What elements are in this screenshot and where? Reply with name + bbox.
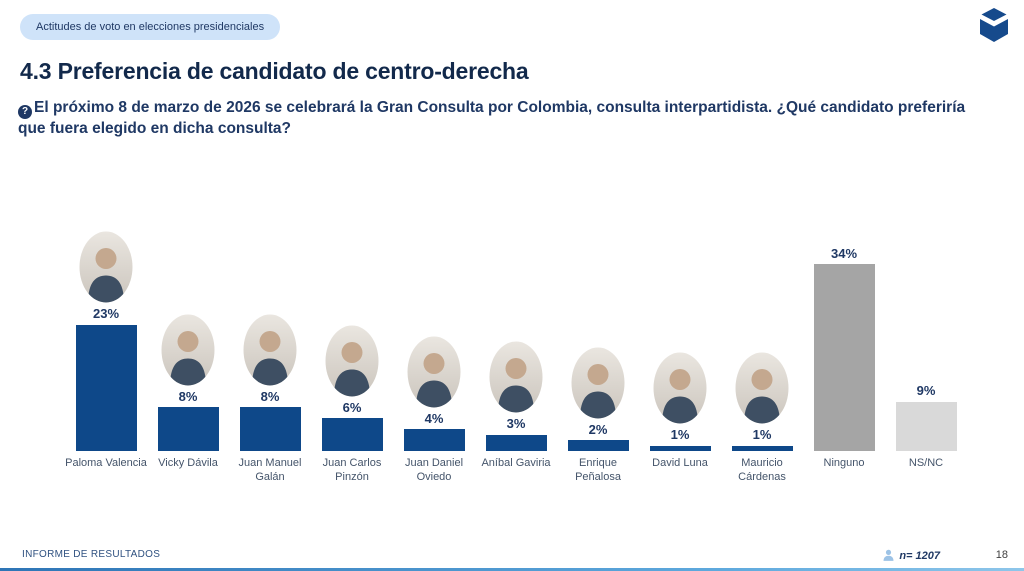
candidate-photo [489, 341, 543, 413]
percent-label: 1% [752, 427, 772, 443]
percent-label: 8% [178, 388, 198, 404]
bar-chart: 23% Paloma Valencia 8% Vicky Dávila 8% Juan M… [65, 218, 967, 483]
sample-size-group: n= 1207 [882, 549, 940, 562]
chart-column: 2% Enrique Peñalosa [557, 218, 639, 483]
bar [895, 401, 957, 451]
chart-column: 34% Ninguno [803, 218, 885, 469]
percent-label: 23% [92, 306, 120, 322]
category-label: Aníbal Gaviria [481, 457, 551, 469]
bar [75, 324, 137, 451]
category-label: Mauricio Cárdenas [738, 457, 786, 483]
page-number: 18 [995, 549, 1008, 561]
page-title: 4.3 Preferencia de candidato de centro-d… [20, 58, 529, 84]
chart-column: 8% Juan Manuel Galán [229, 218, 311, 483]
question-text: El próximo 8 de marzo de 2026 se celebra… [18, 99, 966, 137]
category-label: Juan Daniel Oviedo [404, 457, 464, 483]
percent-label: 8% [260, 388, 280, 404]
bottom-accent-bar [0, 568, 1024, 571]
percent-label: 6% [342, 399, 362, 415]
bar [403, 429, 465, 451]
chart-column: 8% Vicky Dávila [147, 218, 229, 469]
chart-column: 23% Paloma Valencia [65, 218, 147, 469]
bar [157, 407, 219, 451]
category-label: NS/NC [908, 457, 944, 469]
category-label: Juan Manuel Galán [238, 457, 302, 483]
question-block: ? El próximo 8 de marzo de 2026 se celebr… [18, 98, 983, 139]
candidate-photo [325, 325, 379, 397]
candidate-photo [653, 352, 707, 424]
candidate-photo [161, 314, 215, 386]
bar [813, 264, 875, 451]
sample-size: n= 1207 [899, 549, 940, 562]
chart-column: 3% Aníbal Gaviria [475, 218, 557, 469]
cube-logo-icon [980, 8, 1008, 42]
percent-label: 34% [830, 245, 858, 261]
chart-column: 9% NS/NC [885, 218, 967, 469]
percent-label: 9% [916, 383, 936, 399]
chart-column: 1% Mauricio Cárdenas [721, 218, 803, 483]
candidate-photo [571, 347, 625, 419]
category-label: Juan Carlos Pinzón [322, 457, 382, 483]
percent-label: 3% [506, 416, 526, 432]
category-label: Ninguno [823, 457, 865, 469]
chart-column: 4% Juan Daniel Oviedo [393, 218, 475, 483]
bar [239, 407, 301, 451]
candidate-photo [243, 314, 297, 386]
category-label: David Luna [652, 457, 708, 469]
bar [485, 434, 547, 451]
category-label: Vicky Dávila [158, 457, 218, 469]
question-mark-icon: ? [18, 105, 32, 119]
percent-label: 2% [588, 421, 608, 437]
candidate-photo [735, 352, 789, 424]
percent-label: 4% [424, 410, 444, 426]
category-label: Paloma Valencia [65, 457, 147, 469]
bar [649, 445, 711, 451]
person-icon [883, 549, 894, 561]
bar [731, 445, 793, 451]
percent-label: 1% [670, 427, 690, 443]
section-badge: Actitudes de voto en elecciones presiden… [20, 14, 281, 40]
category-label: Enrique Peñalosa [575, 457, 621, 483]
footer-label: INFORME DE RESULTADOS [22, 549, 161, 560]
candidate-photo [79, 231, 133, 303]
chart-column: 1% David Luna [639, 218, 721, 469]
bar [567, 440, 629, 451]
candidate-photo [407, 336, 461, 408]
chart-column: 6% Juan Carlos Pinzón [311, 218, 393, 483]
bar [321, 418, 383, 451]
